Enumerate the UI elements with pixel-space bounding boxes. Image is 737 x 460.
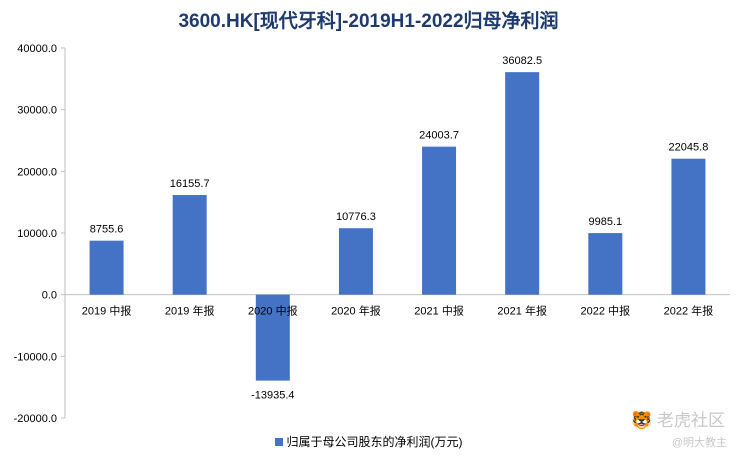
legend: 归属于母公司股东的净利润(万元) — [0, 433, 737, 450]
bar — [422, 146, 457, 295]
data-label: 10776.3 — [336, 211, 376, 223]
watermark-brand-text: 老虎社区 — [657, 411, 725, 430]
y-tick-label: 10000.0 — [17, 228, 57, 240]
watermark-author: @明大教主 — [671, 437, 727, 449]
legend-label: 归属于母公司股东的净利润(万元) — [286, 435, 463, 449]
x-tick-label: 2020 年报 — [331, 304, 381, 318]
data-label: 24003.7 — [419, 130, 459, 142]
bar — [505, 72, 540, 295]
tiger-logo-icon: 🐯 — [631, 411, 653, 430]
data-label: -13935.4 — [251, 390, 294, 402]
data-label: 36082.5 — [502, 55, 542, 67]
y-tick-label: 0.0 — [42, 290, 57, 302]
x-tick-label: 2019 中报 — [82, 304, 132, 318]
bar — [588, 233, 623, 295]
data-label: 16155.7 — [170, 178, 210, 190]
y-tick-label: 40000.0 — [17, 43, 57, 55]
bars — [89, 72, 706, 381]
legend-swatch — [274, 438, 283, 446]
x-tick-label: 2019 年报 — [165, 304, 215, 318]
y-tick-label: 30000.0 — [17, 105, 57, 117]
bar — [255, 294, 290, 381]
data-label: 9985.1 — [588, 216, 622, 228]
bar — [338, 228, 373, 295]
data-labels: 8755.6 16155.7 -13935.4 10776.3 24003.7 36082… — [90, 55, 709, 401]
y-axis-ticks: 40000.0 30000.0 20000.0 10000.0 0.0 -10000.0 -… — [14, 43, 65, 425]
x-tick-label: 2022 年报 — [664, 304, 714, 318]
data-label: 8755.6 — [90, 224, 124, 236]
x-tick-label: 2021 中报 — [414, 304, 464, 318]
bar — [671, 158, 706, 295]
y-tick-label: -10000.0 — [14, 351, 57, 363]
y-tick-label: -20000.0 — [14, 413, 57, 425]
y-tick-label: 20000.0 — [17, 166, 57, 178]
bar — [172, 195, 207, 295]
bar — [89, 240, 124, 295]
x-tick-label: 2020 中报 — [248, 304, 298, 318]
data-label: 22045.8 — [669, 142, 709, 154]
watermark-brand: 🐯 老虎社区 — [631, 406, 725, 431]
x-tick-label: 2022 中报 — [581, 304, 631, 318]
x-axis-ticks: 2019 中报 2019 年报 2020 中报 2020 年报 2021 中报 2021 … — [82, 304, 713, 318]
chart-title: 3600.HK[现代牙科]-2019H1-2022归母净利润 — [178, 11, 559, 32]
x-tick-label: 2021 年报 — [497, 304, 547, 318]
